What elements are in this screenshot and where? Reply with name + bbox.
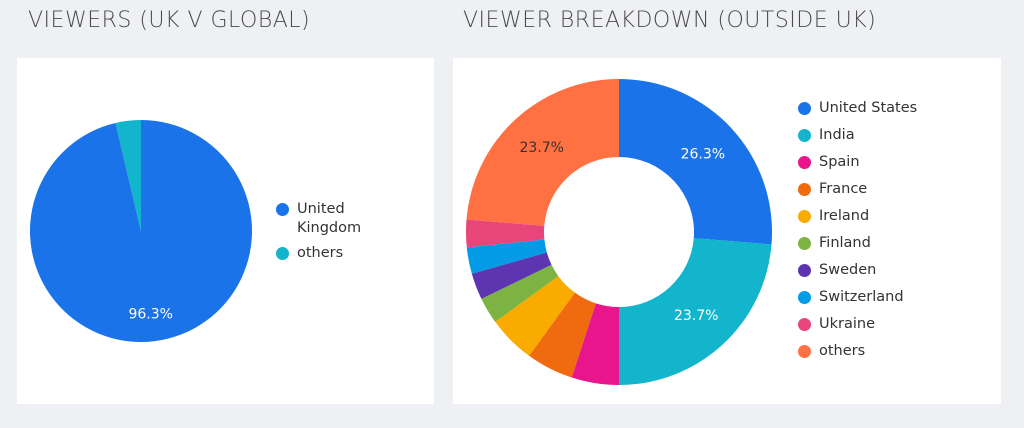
slice-switzerland[interactable] <box>466 239 547 274</box>
legend-item-ukraine[interactable]: Ukraine <box>798 315 978 342</box>
uk-vs-global-legend: United Kingdom others <box>276 200 386 269</box>
legend-swatch-spain <box>798 156 811 169</box>
slice-united-kingdom[interactable] <box>29 120 252 342</box>
legend-swatch-finland <box>798 237 811 250</box>
legend-item-france[interactable]: France <box>798 180 978 207</box>
legend-item-others[interactable]: others <box>798 342 978 369</box>
slice-india[interactable] <box>619 238 772 385</box>
slice-ukraine[interactable] <box>466 219 545 248</box>
legend-label: India <box>819 127 855 143</box>
data-label-india: 23.7% <box>674 308 718 324</box>
legend-label: United Kingdom <box>297 201 362 236</box>
legend-label: Finland <box>819 235 871 251</box>
legend-swatch-united-kingdom <box>276 203 289 216</box>
legend-label: France <box>819 181 868 197</box>
slice-ireland[interactable] <box>495 276 575 356</box>
slice-united-states[interactable] <box>619 79 772 245</box>
legend-swatch-ukraine <box>798 318 811 331</box>
legend-item-switzerland[interactable]: Switzerland <box>798 288 978 315</box>
legend-item-india[interactable]: India <box>798 126 978 153</box>
slice-others[interactable] <box>115 120 141 231</box>
legend-label: others <box>297 245 344 261</box>
outside-uk-legend: United States India Spain France Ireland Finl… <box>798 99 978 369</box>
slice-france[interactable] <box>529 292 596 378</box>
data-label-others: 23.7% <box>520 140 564 156</box>
legend-swatch-united-states <box>798 102 811 115</box>
legend-item-finland[interactable]: Finland <box>798 234 978 261</box>
legend-swatch-sweden <box>798 264 811 277</box>
data-label-united-kingdom: 96.3% <box>128 306 172 322</box>
legend-label: others <box>819 343 866 359</box>
legend-item-spain[interactable]: Spain <box>798 153 978 180</box>
legend-item-others[interactable]: others <box>276 244 386 263</box>
legend-item-united-kingdom[interactable]: United Kingdom <box>276 200 386 238</box>
legend-label: Ireland <box>819 208 870 224</box>
data-label-united-states: 26.3% <box>681 147 725 163</box>
legend-label: Sweden <box>819 262 877 278</box>
legend-swatch-ireland <box>798 210 811 223</box>
viewer-breakdown-title: VIEWER BREAKDOWN (OUTSIDE UK) <box>463 8 877 33</box>
slice-spain[interactable] <box>571 303 619 385</box>
slice-sweden[interactable] <box>471 252 552 299</box>
legend-swatch-switzerland <box>798 291 811 304</box>
legend-label: United States <box>819 100 918 116</box>
slice-finland[interactable] <box>481 264 559 322</box>
legend-label: Spain <box>819 154 860 170</box>
outside-uk-card: 26.3% 23.7% 23.7% United States India Spain F… <box>453 58 1001 404</box>
uk-vs-global-pie-chart: 96.3% <box>29 120 252 342</box>
viewers-uk-global-title: VIEWERS (UK V GLOBAL) <box>28 8 311 33</box>
legend-swatch-india <box>798 129 811 142</box>
legend-item-united-states[interactable]: United States <box>798 99 978 126</box>
legend-label: Ukraine <box>819 316 875 332</box>
uk-vs-global-card: 96.3% United Kingdom others <box>17 58 434 404</box>
legend-item-ireland[interactable]: Ireland <box>798 207 978 234</box>
legend-swatch-others <box>276 247 289 260</box>
slice-others[interactable] <box>466 79 619 226</box>
legend-swatch-france <box>798 183 811 196</box>
outside-uk-donut-chart: 26.3% 23.7% 23.7% <box>466 79 772 385</box>
legend-item-sweden[interactable]: Sweden <box>798 261 978 288</box>
legend-swatch-others <box>798 345 811 358</box>
legend-label: Switzerland <box>819 289 904 305</box>
